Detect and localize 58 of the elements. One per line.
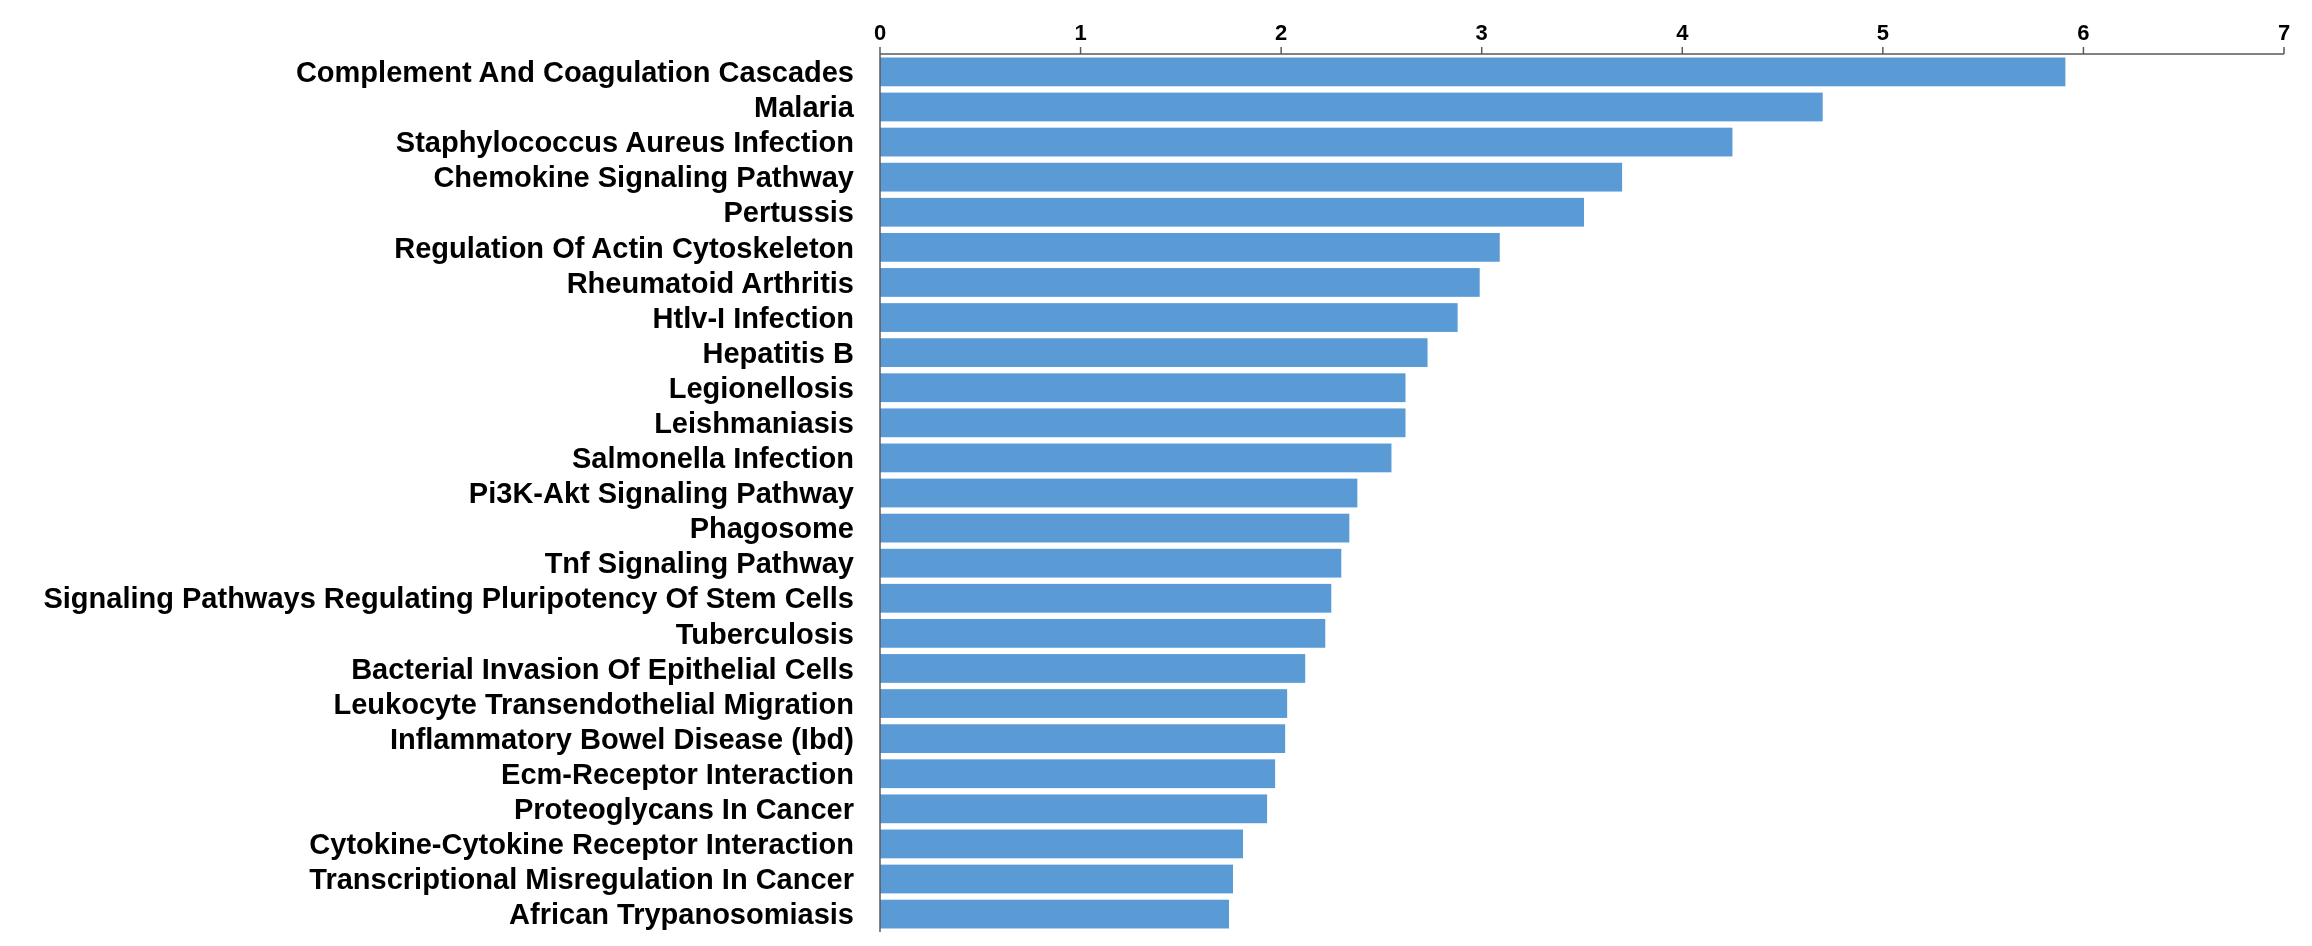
bar (880, 127, 1733, 157)
bar (880, 794, 1268, 824)
y-tick-label: Complement And Coagulation Cascades (295, 56, 854, 89)
bar (880, 408, 1406, 438)
y-tick-label: Proteoglycans In Cancer (513, 792, 854, 825)
bar (880, 583, 1332, 613)
y-tick-label: Tnf Signaling Pathway (544, 547, 854, 580)
y-tick-label: Phagosome (689, 512, 854, 545)
y-tick-label: Leishmaniasis (654, 406, 854, 439)
bar (880, 899, 1229, 929)
x-tick-label: 0 (873, 20, 887, 45)
y-tick-label: Pertussis (723, 196, 854, 229)
y-tick-label: Salmonella Infection (572, 442, 854, 475)
y-tick-label: Regulation Of Actin Cytoskeleton (394, 231, 854, 264)
y-tick-label: Cytokine-Cytokine Receptor Interaction (309, 828, 854, 861)
y-tick-label: Hepatitis B (702, 336, 854, 369)
y-tick-label: Tuberculosis (675, 617, 854, 650)
bar (880, 864, 1234, 894)
bar (880, 443, 1392, 473)
y-tick-label: Chemokine Signaling Pathway (433, 161, 854, 194)
bar (880, 338, 1428, 368)
x-tick-label: 1 (1074, 20, 1087, 45)
bar (880, 303, 1458, 332)
y-tick-label: Staphylococcus Aureus Infection (395, 126, 854, 159)
bar (880, 654, 1306, 683)
x-tick-label: 5 (1876, 20, 1889, 45)
bar (880, 162, 1623, 192)
x-tick-label: 2 (1275, 20, 1288, 45)
bar (880, 92, 1823, 122)
bar (880, 724, 1286, 754)
x-tick-label: 7 (2277, 20, 2291, 45)
bar (880, 478, 1358, 508)
bar (880, 373, 1406, 403)
bar (880, 268, 1480, 297)
y-tick-label: Bacterial Invasion Of Epithelial Cells (351, 652, 854, 685)
bar (880, 759, 1276, 789)
y-tick-label: Rheumatoid Arthritis (566, 266, 854, 299)
x-tick-label: 3 (1475, 20, 1488, 45)
x-tick-label: 4 (1676, 20, 1690, 45)
y-tick-label: Malaria (754, 91, 855, 124)
y-tick-label: Pi3K-Akt Signaling Pathway (468, 477, 854, 510)
x-tick-label: 6 (2077, 20, 2090, 45)
bar (880, 689, 1288, 718)
bar (880, 232, 1500, 262)
bar (880, 829, 1244, 859)
bar (880, 618, 1326, 648)
y-tick-label: African Trypanosomiasis (509, 898, 854, 931)
y-tick-label: Transcriptional Misregulation In Cancer (309, 863, 854, 896)
bar (880, 197, 1585, 227)
bar (880, 513, 1350, 543)
bar (880, 57, 2066, 87)
y-tick-label: Signaling Pathways Regulating Pluripotency Of Stem Cells (43, 582, 854, 615)
y-tick-label: Legionellosis (668, 371, 854, 404)
y-tick-label: Htlv-I Infection (652, 301, 854, 334)
y-tick-label: Leukocyte Transendothelial Migration (333, 687, 854, 720)
y-tick-label: Ecm-Receptor Interaction (501, 757, 854, 790)
y-tick-label: Inflammatory Bowel Disease (Ibd) (389, 722, 854, 755)
bar (880, 548, 1342, 578)
